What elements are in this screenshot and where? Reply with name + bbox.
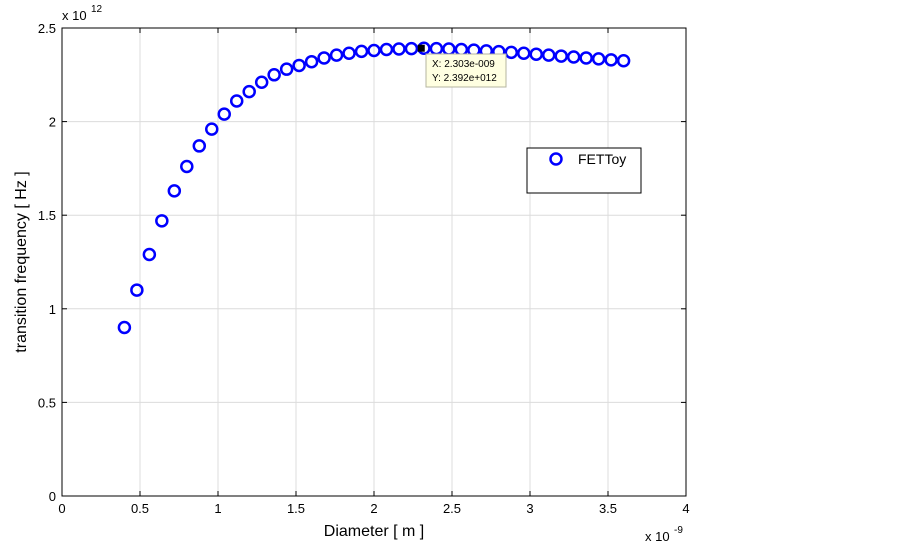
tick-labels: 0 0.5 1 1.5 2 2.5 3 3.5 4 0 0.5 1 1.5 2 2.5	[38, 21, 690, 516]
data-point	[317, 51, 331, 65]
data-point	[329, 48, 344, 62]
y-tick-label: 2.5	[38, 21, 56, 36]
data-point	[342, 46, 356, 61]
data-point	[155, 214, 169, 228]
datatip[interactable]: X: 2.303e-009 Y: 2.392e+012	[417, 44, 507, 88]
data-point	[292, 58, 306, 73]
x-exponent-label: x 10 -9	[645, 525, 683, 544]
data-point	[404, 41, 419, 56]
y-tick-label: 0	[49, 489, 56, 504]
x-tick-label: 2.5	[443, 501, 461, 516]
y-exponent-label: x 10 12	[62, 4, 103, 23]
data-point	[529, 47, 543, 61]
data-point	[504, 45, 519, 60]
data-point	[267, 68, 281, 82]
data-point	[192, 139, 207, 153]
x-tick-label: 3	[526, 501, 533, 516]
data-point	[616, 54, 631, 68]
data-point	[167, 184, 182, 198]
data-point	[591, 52, 606, 66]
y-tick-label: 2	[49, 115, 56, 130]
x-exponent: -9	[674, 525, 683, 536]
data-point	[142, 247, 157, 262]
datatip-x: X: 2.303e-009	[432, 59, 495, 70]
data-point	[367, 43, 381, 58]
data-point	[392, 42, 406, 56]
axes-frame	[61, 27, 687, 497]
data-point	[242, 84, 256, 99]
data-point	[180, 159, 194, 174]
legend[interactable]: FETToy	[526, 147, 642, 194]
x-tick-label: 4	[682, 501, 689, 516]
x-tick-label: 1	[214, 501, 221, 516]
data-point	[579, 51, 593, 65]
data-point	[304, 54, 319, 69]
data-point	[229, 94, 244, 108]
data-point	[130, 283, 144, 297]
legend-marker	[549, 152, 563, 166]
grid	[62, 28, 686, 496]
data-point	[554, 49, 568, 63]
y-tick-label: 1	[49, 302, 56, 317]
x-tick-label: 2	[370, 501, 377, 516]
x-multiplier: x 10	[645, 529, 670, 544]
x-tick-label: 0.5	[131, 501, 149, 516]
data-point	[254, 75, 269, 90]
data-point	[541, 48, 556, 62]
data-point	[566, 50, 581, 64]
data-point	[354, 44, 369, 59]
datatip-marker	[417, 44, 425, 52]
x-tick-label: 0	[58, 501, 65, 516]
datatip-box	[425, 53, 507, 88]
y-exponent: 12	[91, 4, 103, 15]
y-tick-label: 0.5	[38, 395, 56, 410]
data-point	[205, 122, 219, 136]
x-tick-label: 1.5	[287, 501, 305, 516]
legend-box	[526, 147, 642, 194]
data-point	[217, 107, 231, 121]
data-point	[117, 320, 132, 335]
axes	[61, 27, 687, 497]
legend-label: FETToy	[578, 151, 626, 167]
data-point	[379, 42, 394, 57]
data-point	[604, 53, 618, 67]
data-point	[517, 46, 531, 61]
y-axis-label: transition frequency [ Hz ]	[13, 171, 30, 352]
y-multiplier: x 10	[62, 8, 87, 23]
x-tick-label: 3.5	[599, 501, 617, 516]
x-axis-label: Diameter [ m ]	[324, 523, 424, 540]
datatip-y: Y: 2.392e+012	[432, 73, 497, 84]
y-tick-label: 1.5	[38, 208, 56, 223]
data-point	[279, 62, 294, 76]
